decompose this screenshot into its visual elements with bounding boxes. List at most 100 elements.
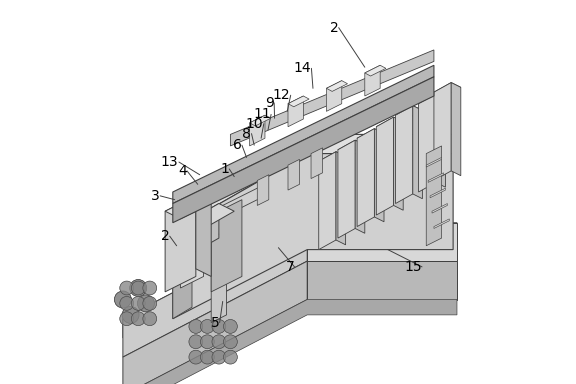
Text: 8: 8 <box>242 127 251 141</box>
Polygon shape <box>365 65 386 76</box>
Polygon shape <box>434 83 451 180</box>
Polygon shape <box>196 196 211 276</box>
Circle shape <box>131 281 145 295</box>
Text: 11: 11 <box>253 108 271 121</box>
Polygon shape <box>426 157 442 167</box>
Polygon shape <box>173 77 434 223</box>
Polygon shape <box>338 140 365 155</box>
Polygon shape <box>288 159 300 190</box>
Text: 10: 10 <box>246 117 263 131</box>
Circle shape <box>122 306 139 323</box>
Circle shape <box>200 335 214 349</box>
Polygon shape <box>230 50 434 146</box>
Polygon shape <box>436 94 445 187</box>
Polygon shape <box>203 184 265 227</box>
Circle shape <box>189 335 203 349</box>
Polygon shape <box>192 204 234 227</box>
Polygon shape <box>355 140 365 233</box>
Text: 6: 6 <box>233 138 242 152</box>
Polygon shape <box>307 261 457 300</box>
Polygon shape <box>319 152 346 166</box>
Circle shape <box>189 350 203 364</box>
Circle shape <box>120 281 134 295</box>
Circle shape <box>200 350 214 364</box>
Circle shape <box>223 319 237 333</box>
Polygon shape <box>180 227 219 246</box>
Text: 9: 9 <box>265 96 274 110</box>
Polygon shape <box>419 94 436 192</box>
Polygon shape <box>376 117 403 131</box>
Polygon shape <box>249 115 271 126</box>
Polygon shape <box>211 215 226 323</box>
Text: 7: 7 <box>286 260 294 274</box>
Polygon shape <box>165 196 211 219</box>
Text: 2: 2 <box>329 21 339 35</box>
Polygon shape <box>165 196 196 292</box>
Circle shape <box>223 335 237 349</box>
Polygon shape <box>413 106 422 199</box>
Text: 14: 14 <box>293 61 311 75</box>
Circle shape <box>131 296 145 310</box>
Polygon shape <box>180 227 203 288</box>
Polygon shape <box>173 134 453 230</box>
Polygon shape <box>192 204 219 253</box>
Polygon shape <box>376 117 393 215</box>
Circle shape <box>212 350 226 364</box>
Circle shape <box>143 296 157 310</box>
Circle shape <box>120 312 134 326</box>
Text: 12: 12 <box>272 88 290 102</box>
Polygon shape <box>307 223 457 261</box>
Polygon shape <box>365 65 380 96</box>
Polygon shape <box>434 83 461 97</box>
Circle shape <box>143 312 157 326</box>
Text: 13: 13 <box>161 155 179 169</box>
Polygon shape <box>319 152 336 250</box>
Polygon shape <box>288 96 304 127</box>
Polygon shape <box>396 106 413 204</box>
Circle shape <box>138 295 154 312</box>
Circle shape <box>120 296 134 310</box>
Polygon shape <box>428 173 444 182</box>
Polygon shape <box>173 154 453 319</box>
Polygon shape <box>249 115 265 146</box>
Polygon shape <box>393 117 403 210</box>
Polygon shape <box>123 223 457 338</box>
Circle shape <box>212 335 226 349</box>
Polygon shape <box>327 81 347 91</box>
Polygon shape <box>257 175 269 205</box>
Polygon shape <box>123 223 307 357</box>
Polygon shape <box>451 83 461 176</box>
Polygon shape <box>327 81 342 111</box>
Text: 4: 4 <box>178 164 187 178</box>
Polygon shape <box>396 106 422 120</box>
Polygon shape <box>426 146 442 246</box>
Circle shape <box>115 291 131 308</box>
Polygon shape <box>288 96 309 107</box>
Circle shape <box>223 350 237 364</box>
Circle shape <box>189 319 203 333</box>
Polygon shape <box>357 129 374 227</box>
Polygon shape <box>336 152 346 245</box>
Text: 1: 1 <box>220 162 229 176</box>
Polygon shape <box>173 200 192 319</box>
Circle shape <box>143 281 157 295</box>
Polygon shape <box>338 140 355 238</box>
Circle shape <box>200 319 214 333</box>
Polygon shape <box>123 300 457 384</box>
Text: 5: 5 <box>211 316 219 329</box>
Circle shape <box>212 319 226 333</box>
Polygon shape <box>357 129 384 143</box>
Polygon shape <box>173 65 434 204</box>
Polygon shape <box>211 200 242 292</box>
Polygon shape <box>432 204 448 213</box>
Text: 3: 3 <box>151 189 160 203</box>
Circle shape <box>130 280 147 296</box>
Polygon shape <box>123 261 307 384</box>
Text: 15: 15 <box>404 260 422 274</box>
Polygon shape <box>311 148 323 179</box>
Circle shape <box>131 312 145 326</box>
Polygon shape <box>374 129 384 222</box>
Polygon shape <box>430 188 445 198</box>
Polygon shape <box>434 219 449 228</box>
Polygon shape <box>419 94 445 109</box>
